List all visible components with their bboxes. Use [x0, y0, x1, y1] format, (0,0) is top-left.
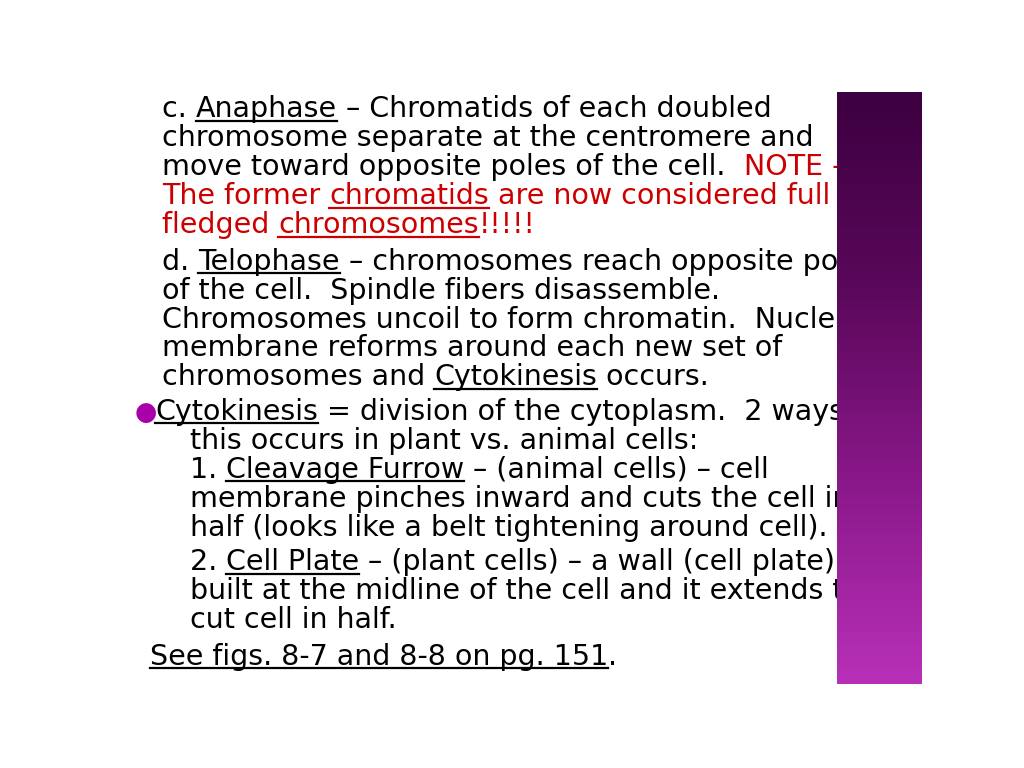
- Text: chromatids: chromatids: [330, 182, 489, 210]
- Text: = division of the cytoplasm.  2 ways: = division of the cytoplasm. 2 ways: [317, 398, 844, 425]
- Text: are now considered full: are now considered full: [489, 182, 830, 210]
- Text: – (animal cells) – cell: – (animal cells) – cell: [464, 455, 769, 484]
- Text: cut cell in half.: cut cell in half.: [189, 606, 396, 634]
- Text: Chromosomes uncoil to form chromatin.  Nuclear: Chromosomes uncoil to form chromatin. Nu…: [162, 306, 864, 333]
- Text: chromosomes: chromosomes: [279, 211, 479, 239]
- Text: !!!!!: !!!!!: [479, 211, 536, 239]
- Text: chromosome separate at the centromere and: chromosome separate at the centromere an…: [162, 124, 814, 152]
- Text: built at the midline of the cell and it extends to: built at the midline of the cell and it …: [189, 577, 861, 605]
- Text: c.: c.: [162, 95, 196, 123]
- Text: move toward opposite poles of the cell.: move toward opposite poles of the cell.: [162, 153, 743, 181]
- Text: fledged: fledged: [162, 211, 279, 239]
- Text: NOTE –: NOTE –: [743, 153, 846, 181]
- Text: .: .: [608, 643, 617, 670]
- Text: – chromosomes reach opposite poles: – chromosomes reach opposite poles: [340, 247, 879, 276]
- Text: of the cell.  Spindle fibers disassemble.: of the cell. Spindle fibers disassemble.: [162, 276, 720, 305]
- Text: – Chromatids of each doubled: – Chromatids of each doubled: [337, 95, 772, 123]
- Text: ●: ●: [134, 400, 157, 425]
- Text: Telophase: Telophase: [199, 247, 340, 276]
- Text: d.: d.: [162, 247, 199, 276]
- Text: 2.: 2.: [189, 548, 226, 576]
- Text: Cytokinesis: Cytokinesis: [155, 398, 317, 425]
- Text: 1.: 1.: [189, 455, 226, 484]
- Text: occurs.: occurs.: [597, 363, 710, 392]
- Text: chromosomes and: chromosomes and: [162, 363, 434, 392]
- Text: See figs. 8-7 and 8-8 on pg. 151: See figs. 8-7 and 8-8 on pg. 151: [151, 643, 608, 670]
- Text: half (looks like a belt tightening around cell).: half (looks like a belt tightening aroun…: [189, 514, 827, 541]
- Text: Anaphase: Anaphase: [196, 95, 337, 123]
- Text: Cleavage Furrow: Cleavage Furrow: [226, 455, 464, 484]
- Text: Cytokinesis: Cytokinesis: [434, 363, 597, 392]
- Text: The former: The former: [162, 182, 330, 210]
- Text: this occurs in plant vs. animal cells:: this occurs in plant vs. animal cells:: [189, 427, 698, 455]
- Text: membrane pinches inward and cuts the cell in: membrane pinches inward and cuts the cel…: [189, 485, 850, 513]
- Text: membrane reforms around each new set of: membrane reforms around each new set of: [162, 335, 782, 362]
- Text: Cell Plate: Cell Plate: [226, 548, 359, 576]
- Text: – (plant cells) – a wall (cell plate) is: – (plant cells) – a wall (cell plate) is: [359, 548, 867, 576]
